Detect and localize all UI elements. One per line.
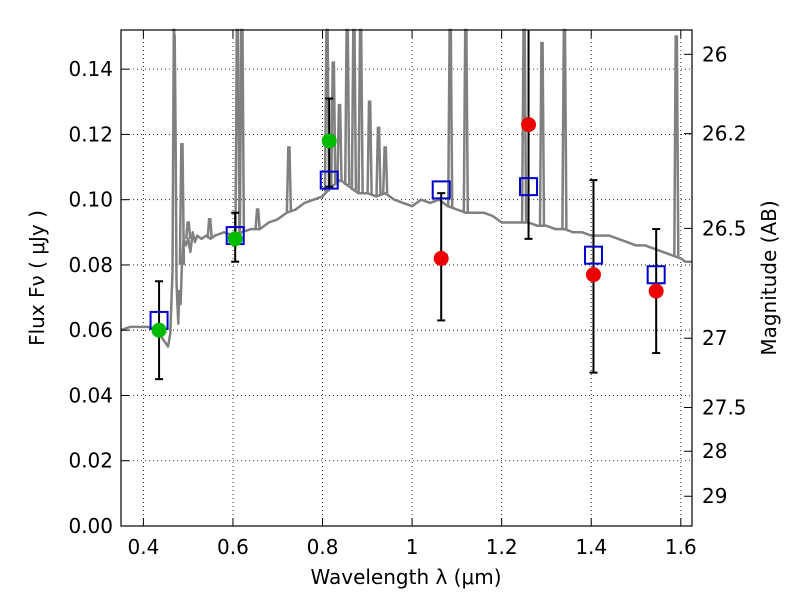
model-flux-box xyxy=(431,180,451,200)
emission-line xyxy=(178,142,186,265)
y-tick-label: 0.08 xyxy=(68,253,113,277)
x-tick-label: 1.6 xyxy=(665,535,697,559)
emission-line xyxy=(673,35,680,257)
y-tick-label: 0.02 xyxy=(68,449,113,473)
y2-tick-label: 28 xyxy=(702,439,727,463)
emission-line xyxy=(285,146,293,212)
green-data-point xyxy=(151,322,167,338)
x-tick-label: 1.2 xyxy=(486,535,518,559)
y2-tick-label: 26.5 xyxy=(702,216,747,240)
model-flux-box xyxy=(319,170,339,190)
y-axis-label: Flux Fν ( μJy ) xyxy=(25,210,49,346)
model-flux-box xyxy=(646,265,666,285)
emission-line xyxy=(538,41,546,226)
model-flux-box xyxy=(583,245,603,265)
emission-line xyxy=(381,146,389,194)
observed-points xyxy=(151,117,664,338)
x-tick-label: 0.6 xyxy=(217,535,249,559)
x-tick-label: 1.4 xyxy=(575,535,607,559)
plot-frame xyxy=(120,29,693,527)
y-axis-right: 26 26.2 26.5 27 27.5 28 29 xyxy=(684,42,747,508)
red-data-point xyxy=(648,283,664,299)
y-tick-label: 0.04 xyxy=(68,383,113,407)
x-tick-label: 0.4 xyxy=(127,535,159,559)
red-data-point xyxy=(521,117,537,133)
emission-line xyxy=(254,208,261,230)
red-data-point xyxy=(433,250,449,266)
model-flux-box xyxy=(519,177,539,197)
x-tick-label: 1 xyxy=(406,535,419,559)
emission-line xyxy=(330,61,337,186)
x-axis-label: Wavelength λ (μm) xyxy=(310,565,501,589)
y2-tick-label: 27.5 xyxy=(702,396,747,420)
plot-background xyxy=(121,30,692,526)
emission-line xyxy=(184,221,192,239)
y-tick-label: 0.10 xyxy=(68,188,113,212)
y-axis-left: 0.00 0.02 0.04 0.06 0.08 0.10 0.12 0.14 xyxy=(68,57,129,538)
y2-tick-label: 29 xyxy=(702,484,727,508)
x-tick-label: 0.8 xyxy=(307,535,339,559)
y2-tick-label: 27 xyxy=(702,326,727,350)
emission-line xyxy=(366,100,373,195)
green-data-point xyxy=(321,133,337,149)
y2-tick-label: 26 xyxy=(702,42,727,66)
y2-tick-label: 26.2 xyxy=(702,122,747,146)
emission-line xyxy=(336,103,343,181)
y-tick-label: 0.06 xyxy=(68,318,113,342)
red-data-point xyxy=(585,267,601,283)
emission-line xyxy=(375,126,382,196)
y-tick-label: 0.12 xyxy=(68,122,113,146)
y-tick-label: 0.00 xyxy=(68,514,113,538)
x-axis: 0.4 0.6 0.8 1 1.2 1.4 1.6 xyxy=(127,30,697,559)
emission-line xyxy=(206,218,213,239)
y-tick-label: 0.14 xyxy=(68,57,113,81)
green-data-point xyxy=(227,231,243,247)
y2-axis-label: Magnitude (AB) xyxy=(757,200,781,355)
